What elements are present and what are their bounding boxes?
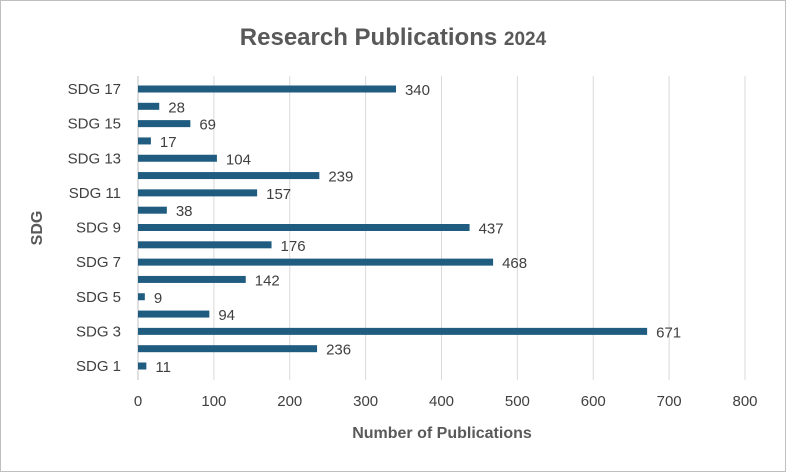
bar: [138, 85, 396, 93]
x-tick-label: 800: [732, 393, 757, 410]
data-label: 671: [656, 324, 681, 341]
data-label: 94: [218, 307, 235, 324]
category-label: SDG 11: [69, 185, 121, 202]
category-label: SDG 7: [76, 254, 121, 271]
bar: [138, 345, 318, 353]
bar: [138, 275, 246, 283]
category-label: SDG 9: [76, 220, 121, 237]
data-label: 236: [326, 342, 351, 359]
bar: [138, 137, 151, 145]
category-label: SDG 3: [76, 323, 121, 340]
data-label: 157: [266, 186, 291, 203]
chart-title: Research Publications 2024: [240, 24, 547, 51]
data-labels: 11 236 671 94 9 142 468 176 437 38 157 239 104 17 69 28…: [154, 82, 681, 376]
bar: [138, 172, 320, 180]
x-tick-label: 300: [353, 393, 378, 410]
x-tick-label: 200: [277, 393, 302, 410]
category-label: SDG 1: [76, 358, 121, 375]
bar: [138, 327, 648, 335]
x-axis-title: Number of Publications: [352, 425, 532, 442]
y-axis-title: SDG: [29, 211, 46, 246]
data-label: 239: [328, 169, 353, 186]
data-label: 9: [154, 290, 162, 307]
bars: [138, 85, 648, 370]
data-label: 437: [479, 221, 504, 238]
bar: [138, 120, 191, 128]
category-labels: SDG 1 SDG 3 SDG 5 SDG 7 SDG 9 SDG 11 SDG 13 SDG…: [68, 81, 121, 375]
x-tick-label: 400: [429, 393, 454, 410]
bar: [138, 310, 210, 318]
bar: [138, 206, 167, 214]
chart-title-text: Research Publications: [240, 24, 497, 51]
data-label: 17: [160, 134, 177, 151]
bar: [138, 258, 494, 266]
bar: [138, 154, 217, 162]
data-label: 69: [199, 117, 216, 134]
chart-title-year: 2024: [504, 29, 547, 50]
bar: [138, 189, 258, 197]
bar: [138, 293, 145, 301]
data-label: 176: [281, 238, 306, 255]
category-label: SDG 17: [68, 81, 121, 98]
data-label: 468: [502, 255, 527, 272]
bar: [138, 102, 160, 110]
category-label: SDG 13: [68, 150, 121, 167]
data-label: 104: [226, 151, 251, 168]
bar: [138, 362, 147, 370]
bar: [138, 241, 272, 249]
data-label: 11: [155, 359, 171, 376]
x-tick-label: 700: [657, 393, 682, 410]
x-tick-label: 0: [134, 393, 142, 410]
data-label: 142: [255, 272, 280, 289]
x-tick-label: 500: [505, 393, 530, 410]
x-tick-labels: 0 100 200 300 400 500 600 700 800: [134, 393, 758, 410]
category-label: SDG 5: [76, 289, 121, 306]
data-label: 340: [405, 82, 430, 99]
data-label: 28: [168, 99, 185, 116]
category-label: SDG 15: [68, 116, 121, 133]
data-label: 38: [176, 203, 193, 220]
x-tick-label: 100: [201, 393, 226, 410]
x-tick-label: 600: [581, 393, 606, 410]
bar: [138, 224, 470, 231]
